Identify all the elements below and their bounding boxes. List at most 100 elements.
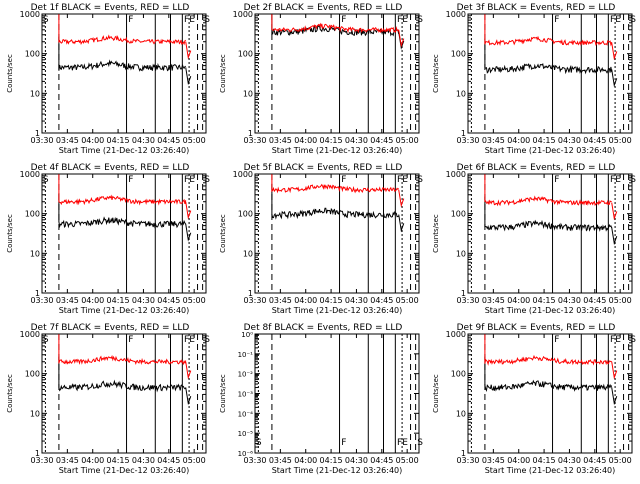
x-tick-label: 04:00 [81,136,104,145]
x-tick-label: 03:30 [456,296,479,305]
x-tick-label: 04:15 [533,456,556,465]
x-tick-label: 04:00 [507,136,530,145]
annotation-label: S [417,175,423,185]
series-events [58,356,187,393]
annotation-label: FE [184,175,195,185]
x-tick-label: 04:45 [157,136,180,145]
x-axis-label: Start Time (21-Dec-12 03:26:40) [59,466,190,475]
annotation-label: F [554,335,559,345]
annotation-label: S [43,15,49,25]
plot-frame [41,333,207,454]
y-tick-label: 1000 [446,170,466,179]
x-tick-label: 04:30 [345,296,368,305]
y-tick-label: 100 [25,50,40,59]
x-axis-label: Start Time (21-Dec-12 03:26:40) [272,146,403,155]
annotation-label: FE [184,335,195,345]
x-tick-label: 05:00 [396,136,419,145]
annotation-label: S [43,335,49,345]
x-tick-label: 03:45 [482,296,505,305]
x-tick-label: 03:45 [56,136,79,145]
x-tick-label: 05:00 [609,136,632,145]
annotation-label: F [341,15,346,25]
plot-title: Det 9f BLACK = Events, RED = LLD [457,323,616,333]
plot-frame [254,13,420,134]
x-tick-label: 04:15 [533,296,556,305]
y-tick-label: 1 [35,129,40,138]
y-tick-label: 1 [248,129,253,138]
y-tick-label: 10 [456,249,466,258]
series-tail [185,201,192,220]
series-lld [58,334,187,366]
plot-frame [41,13,207,134]
annotation-label: F [554,175,559,185]
y-tick-label: 1 [461,289,466,298]
y-tick-label: 10 [30,409,40,418]
plot-title: Det 7f BLACK = Events, RED = LLD [31,323,190,333]
y-tick-label: 10 [243,89,253,98]
annotation-label: F [554,15,559,25]
x-tick-label: 03:30 [30,296,53,305]
annotation-label: F [341,438,346,448]
annotation-label: S [630,175,636,185]
series-events [58,193,187,229]
x-tick-label: 04:30 [132,136,155,145]
series-tail [611,42,618,61]
series-tail [398,29,405,48]
y-tick-label: 10⁰ [241,331,253,339]
y-tick-label: 10⁻⁴ [238,410,254,418]
annotation-label: FE [184,15,195,25]
y-tick-label: 100 [451,210,466,219]
y-tick-label: 100 [451,370,466,379]
y-tick-label: 1 [461,449,466,458]
plot-frame [41,173,207,294]
x-tick-label: 04:15 [107,136,130,145]
plot-frame [467,173,633,294]
series-lld [271,14,400,34]
x-tick-label: 03:45 [56,296,79,305]
y-tick-label: 1000 [233,170,253,179]
x-tick-label: 03:45 [269,136,292,145]
plot-title: Det 4f BLACK = Events, RED = LLD [31,163,190,173]
x-tick-label: 05:00 [183,456,206,465]
plot-title: Det 8f BLACK = Events, RED = LLD [244,323,403,333]
series-events [58,36,186,72]
series-tail [185,41,192,60]
plot-title: Det 6f BLACK = Events, RED = LLD [457,163,616,173]
series-tail [185,223,192,242]
series-events [484,356,613,393]
y-axis-label: Counts/sec [6,54,14,93]
annotation-label: S [256,438,262,448]
y-tick-label: 100 [238,210,253,219]
x-tick-label: 04:45 [370,136,393,145]
x-tick-label: 05:00 [183,136,206,145]
series-lld [484,334,612,366]
annotation-label: S [417,15,423,25]
x-tick-label: 04:45 [583,456,606,465]
y-tick-label: 1000 [446,330,466,339]
x-tick-label: 04:15 [320,456,343,465]
x-tick-label: 03:30 [456,456,479,465]
x-tick-label: 04:30 [345,136,368,145]
y-tick-label: 10⁻³ [238,391,254,399]
y-tick-label: 100 [25,210,40,219]
annotation-label: FE [397,438,408,448]
series-tail [611,387,618,406]
plot-frame [467,13,633,134]
x-tick-label: 03:30 [30,136,53,145]
annotation-label: S [204,335,210,345]
x-tick-label: 04:45 [370,296,393,305]
y-tick-label: 1000 [20,170,40,179]
series-events [484,196,613,232]
y-tick-label: 10 [30,89,40,98]
annotation-label: FE [610,175,621,185]
series-lld [58,174,187,206]
x-axis-label: Start Time (21-Dec-12 03:26:40) [272,306,403,315]
y-tick-label: 1 [35,289,40,298]
x-tick-label: 04:30 [345,456,368,465]
series-tail [611,227,618,246]
x-axis-label: Start Time (21-Dec-12 03:26:40) [59,146,190,155]
y-tick-label: 100 [451,50,466,59]
y-axis-label: Counts/sec [432,214,440,253]
series-events [271,14,400,37]
